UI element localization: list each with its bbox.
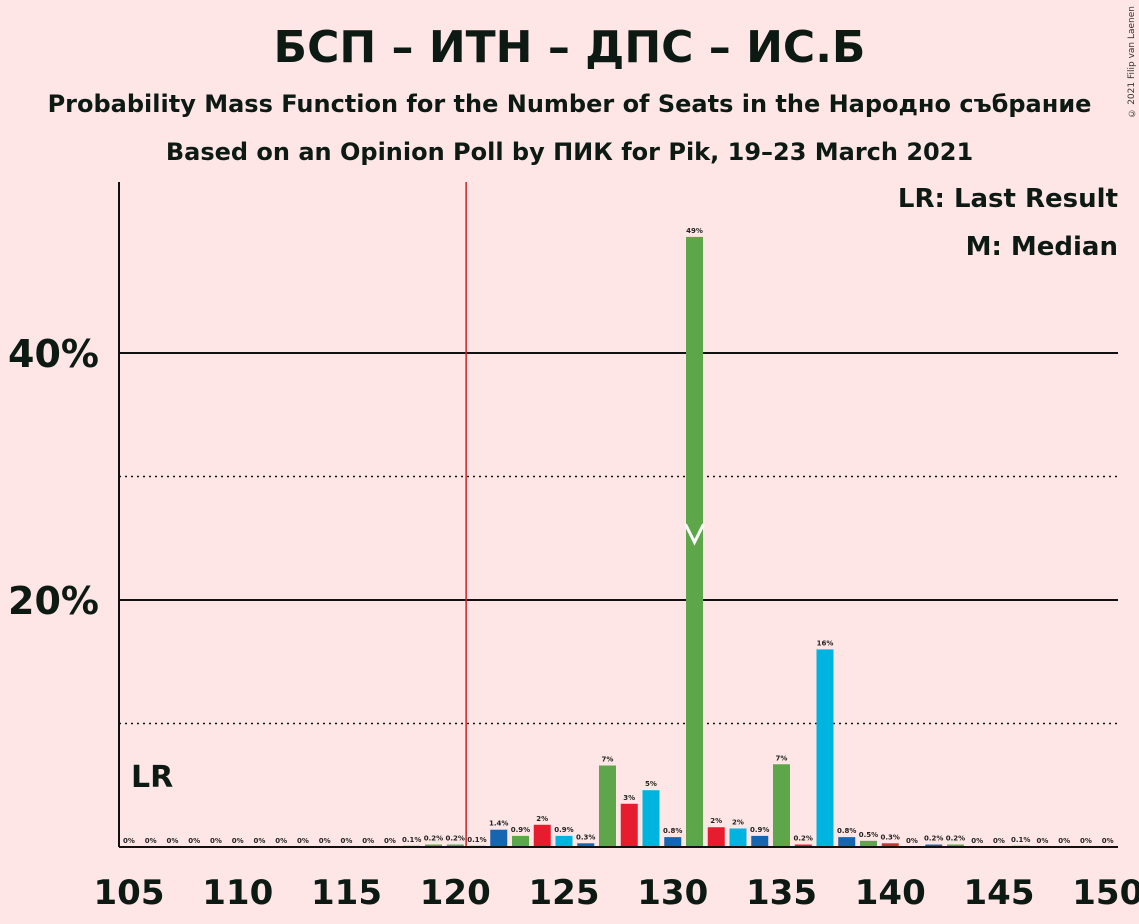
bar-label-147: 0% [1037,837,1049,845]
bar-135 [773,764,790,847]
x-tick-label: 125 [529,873,600,913]
bar-label-135: 7% [776,754,788,762]
bar-label-123: 0.9% [511,826,530,834]
bar-133 [730,828,747,847]
bar-label-108: 0% [188,837,200,845]
bar-label-136: 0.2% [794,835,813,843]
bar-label-120: 0.2% [446,835,465,843]
bar-label-121: 0.1% [467,836,486,844]
bar-122 [490,830,507,847]
bar-label-145: 0% [993,837,1005,845]
x-tick-label: 120 [420,873,491,913]
bar-137 [817,649,834,847]
bar-label-146: 0.1% [1011,836,1030,844]
bar-label-144: 0% [971,837,983,845]
bar-134 [751,836,768,847]
bar-138 [838,837,855,847]
x-tick-label: 145 [964,873,1035,913]
bar-label-110: 0% [232,837,244,845]
bar-label-107: 0% [167,837,179,845]
bar-129 [643,790,660,847]
x-tick-label: 115 [311,873,382,913]
axes-group: 20% 40% 105 110 115 120 125 130 135 140 145 150 [8,182,1139,913]
bar-125 [556,836,573,847]
bar-label-140: 0.3% [881,833,900,841]
bar-label-133: 2% [732,818,744,826]
bar-label-128: 3% [623,794,635,802]
bar-label-119: 0.2% [424,835,443,843]
bar-label-122: 1.4% [489,820,508,828]
bar-label-117: 0% [384,837,396,845]
bar-label-113: 0% [297,837,309,845]
x-tick-label: 135 [746,873,817,913]
bar-label-125: 0.9% [554,826,573,834]
bar-123 [512,836,529,847]
bar-label-132: 2% [710,817,722,825]
bar-label-149: 0% [1080,837,1092,845]
bar-label-131: 49% [686,227,703,235]
bar-label-126: 0.3% [576,833,595,841]
bar-132 [708,827,725,847]
bar-label-118: 0.1% [402,836,421,844]
bar-label-112: 0% [275,837,287,845]
bar-label-106: 0% [145,837,157,845]
bar-label-116: 0% [362,837,374,845]
bar-label-109: 0% [210,837,222,845]
bar-label-105: 0% [123,837,135,845]
bar-label-115: 0% [341,837,353,845]
x-tick-label: 105 [94,873,165,913]
lr-marker-label: LR [131,760,173,795]
bar-label-127: 7% [602,755,614,763]
bar-labels-group: 0%0%0%0%0%0%0%0%0%0%0%0%0%0.1%0.2%0.2%0.… [123,227,1114,845]
bar-label-134: 0.9% [750,826,769,834]
bar-label-141: 0% [906,837,918,845]
bar-124 [534,825,551,847]
bar-130 [664,837,681,847]
bars-group [403,237,1029,847]
bar-label-138: 0.8% [837,827,856,835]
y-tick-label: 20% [8,579,99,623]
x-tick-label: 150 [1072,873,1139,913]
bar-127 [599,765,616,847]
bar-label-124: 2% [536,815,548,823]
grid-lines [119,182,1118,847]
x-tick-label: 110 [202,873,273,913]
bar-label-129: 5% [645,780,657,788]
bar-label-130: 0.8% [663,827,682,835]
bar-label-148: 0% [1058,837,1070,845]
bar-label-142: 0.2% [924,835,943,843]
bar-label-150: 0% [1102,837,1114,845]
bar-label-111: 0% [254,837,266,845]
x-tick-label: 130 [637,873,708,913]
bar-label-143: 0.2% [946,835,965,843]
bar-label-137: 16% [817,639,834,647]
bar-label-114: 0% [319,837,331,845]
bar-label-139: 0.5% [859,831,878,839]
x-tick-label: 140 [855,873,926,913]
y-tick-label: 40% [8,332,99,376]
bar-128 [621,804,638,847]
